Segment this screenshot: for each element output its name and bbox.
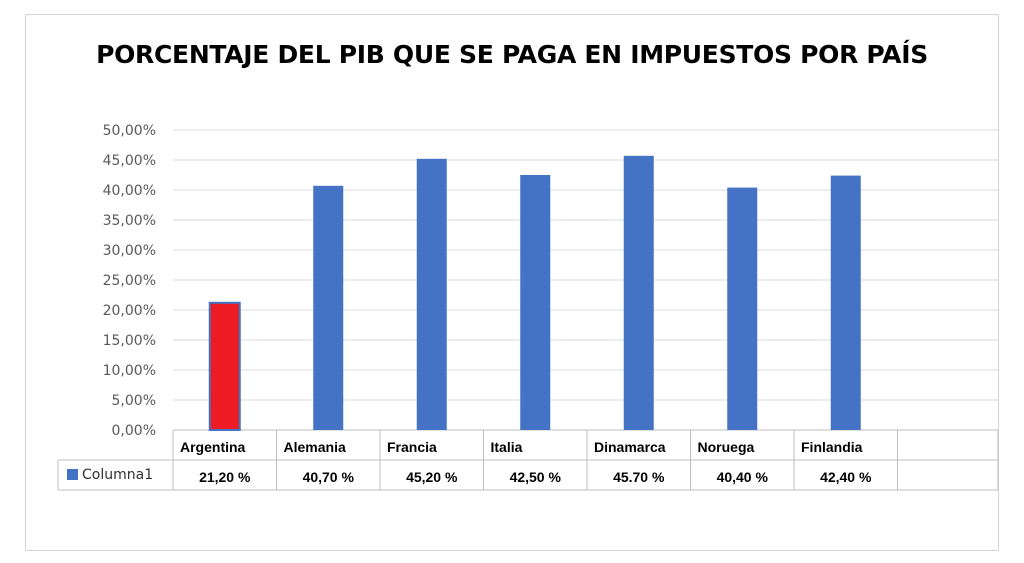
bar	[208, 301, 241, 431]
bar	[830, 175, 861, 430]
y-tick-label: 10,00%	[103, 363, 156, 379]
y-tick-label: 50,00%	[103, 123, 156, 139]
y-tick-label: 20,00%	[103, 303, 156, 319]
category-label: Francia	[387, 439, 437, 455]
value-label: 42,50 %	[510, 469, 562, 485]
bar	[623, 155, 654, 431]
bar	[313, 185, 344, 430]
category-label: Dinamarca	[594, 439, 666, 455]
y-tick-label: 45,00%	[103, 153, 156, 169]
value-label: 45,20 %	[406, 469, 458, 485]
category-label: Italia	[491, 439, 523, 455]
y-tick-label: 25,00%	[103, 273, 156, 289]
value-label: 21,20 %	[199, 469, 251, 485]
category-label: Argentina	[180, 439, 246, 455]
y-tick-label: 40,00%	[103, 183, 156, 199]
y-tick-label: 15,00%	[103, 333, 156, 349]
category-label: Alemania	[284, 439, 346, 455]
value-label: 40,40 %	[717, 469, 769, 485]
legend-label: Columna1	[82, 467, 153, 483]
legend-swatch	[67, 469, 78, 480]
bar	[520, 175, 551, 430]
y-tick-label: 30,00%	[103, 243, 156, 259]
value-label: 40,70 %	[303, 469, 355, 485]
value-label: 42,40 %	[820, 469, 872, 485]
category-label: Finlandia	[801, 439, 863, 455]
chart-title: PORCENTAJE DEL PIB QUE SE PAGA EN IMPUES…	[96, 40, 928, 69]
y-tick-label: 0,00%	[112, 423, 156, 439]
bar	[727, 187, 758, 430]
bar	[416, 158, 447, 431]
category-label: Noruega	[698, 439, 755, 455]
y-tick-label: 5,00%	[112, 393, 156, 409]
y-tick-label: 35,00%	[103, 213, 156, 229]
value-label: 45.70 %	[613, 469, 665, 485]
